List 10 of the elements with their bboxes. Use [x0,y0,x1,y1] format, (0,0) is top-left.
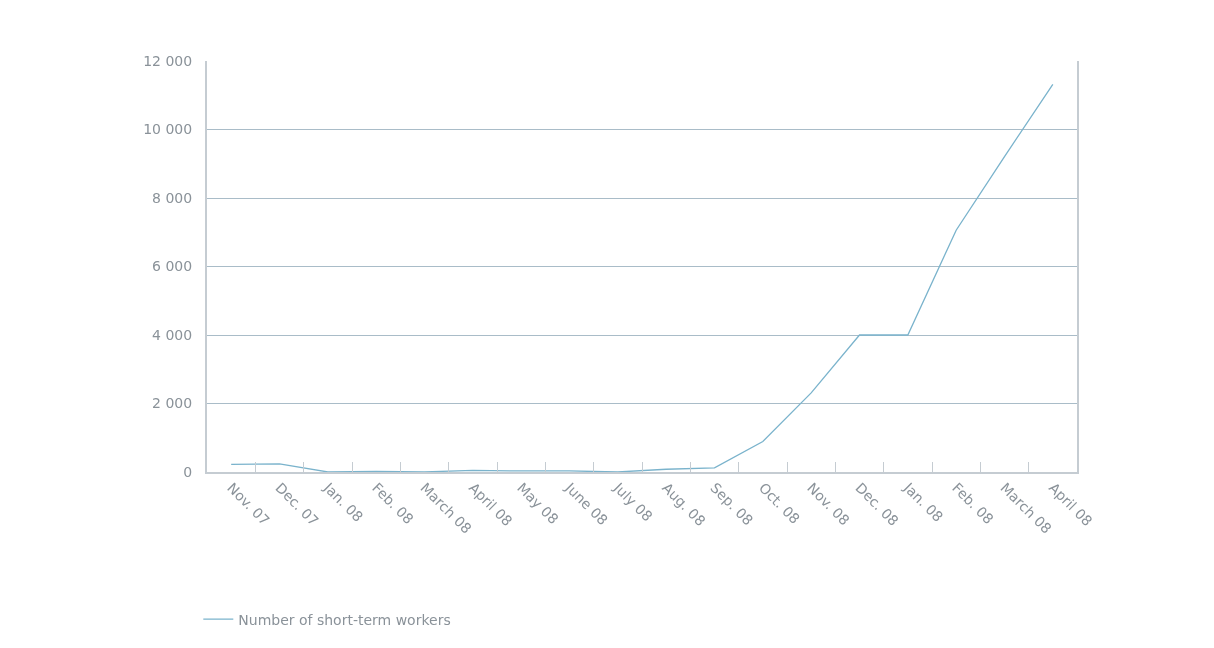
y-tick-label: 12 000 [143,52,193,69]
y-tick-label: 0 [183,463,193,480]
line-series [230,83,1054,472]
x-tick-label: July 08 [610,478,656,525]
y-tick-label: 8 000 [152,189,193,206]
y-tick-label: 4 000 [152,326,193,343]
y-tick-label: 2 000 [152,395,193,412]
y-tick-label: 10 000 [143,121,193,138]
y-tick-label: 6 000 [152,258,193,275]
legend-label: Number of short-term workers [238,611,451,628]
